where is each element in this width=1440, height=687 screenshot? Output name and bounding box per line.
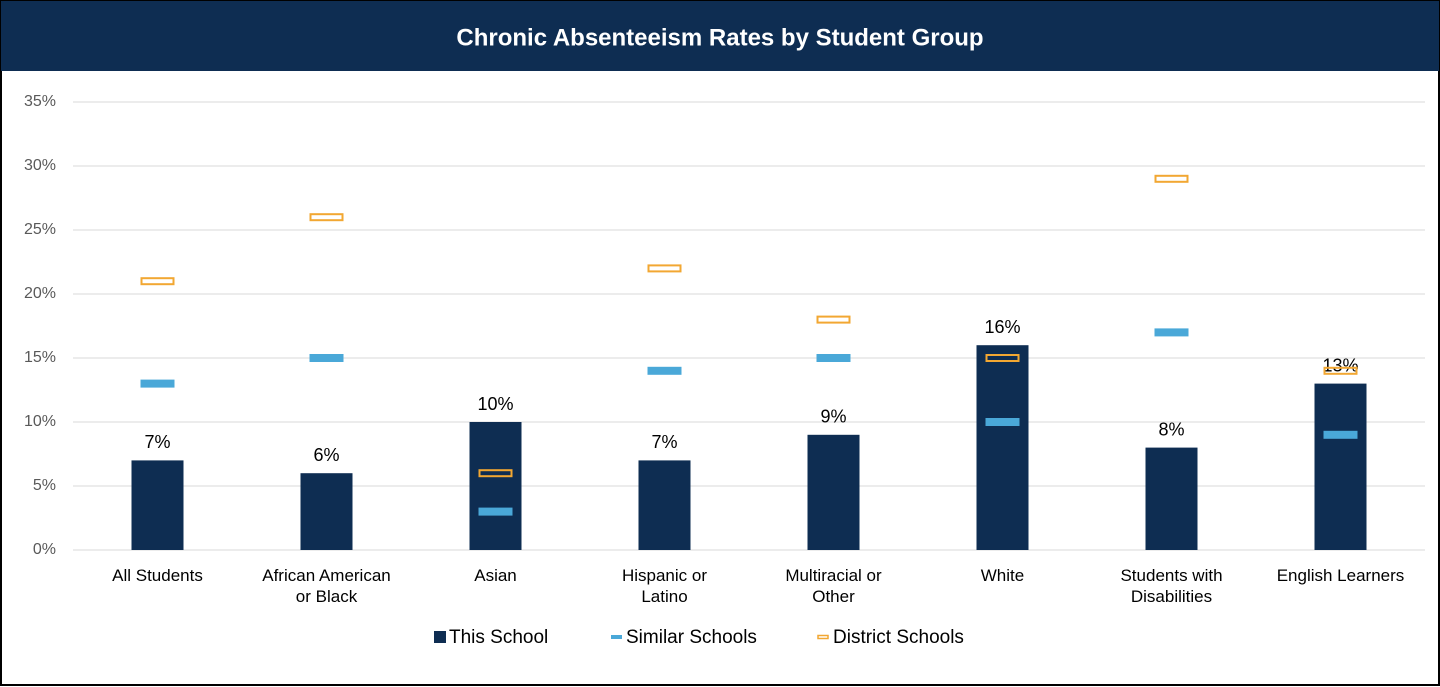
chart-title: Chronic Absenteeism Rates by Student Gro… — [456, 24, 983, 51]
x-tick-label: African American or Black — [262, 566, 391, 606]
district-marker — [309, 213, 344, 222]
bar — [1314, 383, 1367, 550]
y-tick-label: 35% — [24, 93, 56, 110]
bar — [638, 460, 691, 550]
legend-swatch — [817, 634, 829, 640]
similar-marker — [1323, 430, 1358, 439]
y-tick-label: 10% — [24, 413, 56, 430]
legend-swatch — [611, 635, 622, 639]
district-marker — [1323, 366, 1358, 375]
data-label: 10% — [477, 394, 513, 414]
y-tick-label: 15% — [24, 349, 56, 366]
data-label: 8% — [1158, 419, 1184, 439]
title-band — [1, 1, 1439, 71]
y-tick-label: 5% — [33, 477, 56, 494]
x-tick-label: Students with Disabilities — [1120, 566, 1223, 606]
bar — [807, 434, 860, 550]
legend-label: District Schools — [833, 627, 964, 648]
similar-marker — [309, 354, 344, 362]
similar-marker — [985, 418, 1020, 426]
district-marker — [985, 354, 1020, 362]
data-label: 16% — [984, 317, 1020, 337]
legend-label: Similar Schools — [626, 627, 757, 648]
y-tick-label: 25% — [24, 221, 56, 238]
x-tick-label: Multiracial or Other — [785, 566, 882, 606]
similar-marker — [140, 379, 175, 388]
similar-marker — [1154, 328, 1189, 337]
data-label: 7% — [651, 432, 677, 452]
bar — [131, 460, 184, 550]
district-marker — [1154, 174, 1189, 183]
x-tick-label: English Learners — [1276, 566, 1405, 585]
district-marker — [816, 315, 851, 324]
y-tick-label: 30% — [24, 157, 56, 174]
bar — [300, 473, 353, 550]
data-label: 7% — [144, 432, 170, 452]
data-label: 6% — [313, 445, 339, 465]
district-marker — [478, 469, 513, 478]
data-label: 13% — [1322, 355, 1358, 375]
similar-marker — [647, 366, 682, 375]
legend-label: This School — [449, 627, 548, 648]
x-tick-label: White — [980, 566, 1025, 585]
legend-swatch — [434, 631, 446, 643]
similar-marker — [816, 354, 851, 362]
y-tick-label: 20% — [24, 285, 56, 302]
district-marker — [140, 277, 175, 286]
x-tick-label: All Students — [112, 566, 203, 585]
x-tick-label: Hispanic or Latino — [621, 566, 708, 606]
bar — [976, 345, 1029, 550]
bar — [1145, 447, 1198, 550]
bar — [469, 422, 522, 550]
y-tick-label: 0% — [33, 541, 56, 558]
similar-marker — [478, 507, 513, 516]
x-tick-label: Asian — [474, 566, 517, 585]
data-label: 9% — [820, 407, 846, 427]
district-marker — [647, 264, 682, 273]
